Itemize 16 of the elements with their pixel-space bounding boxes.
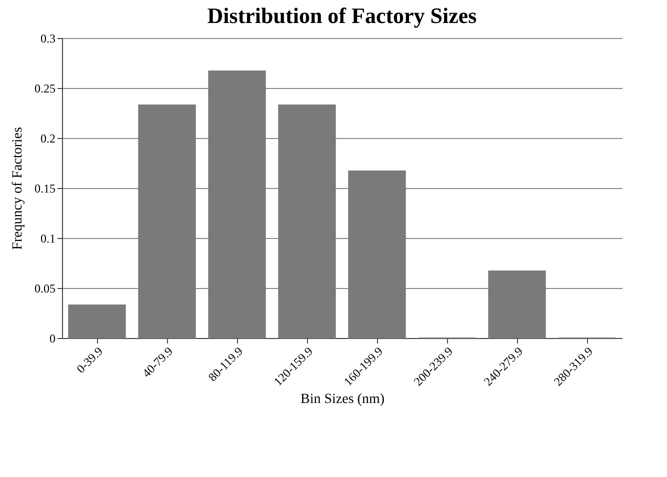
bar bbox=[208, 70, 266, 338]
y-tick-label: 0.15 bbox=[34, 182, 56, 196]
y-tick-label: 0.3 bbox=[40, 32, 56, 46]
bar bbox=[278, 104, 336, 338]
y-tick-label: 0.1 bbox=[40, 232, 56, 246]
bar bbox=[348, 170, 406, 338]
y-tick-label: 0.25 bbox=[34, 82, 56, 96]
y-tick-label: 0.05 bbox=[34, 282, 56, 296]
y-tick-label: 0.2 bbox=[40, 132, 56, 146]
bar bbox=[488, 270, 546, 338]
x-axis-title: Bin Sizes (nm) bbox=[300, 392, 385, 407]
y-tick-label: 0 bbox=[50, 332, 56, 346]
chart-title: Distribution of Factory Sizes bbox=[207, 3, 478, 28]
bar bbox=[68, 304, 126, 338]
y-axis-title: Frequncy of Factories bbox=[10, 127, 26, 250]
bar bbox=[138, 104, 196, 338]
